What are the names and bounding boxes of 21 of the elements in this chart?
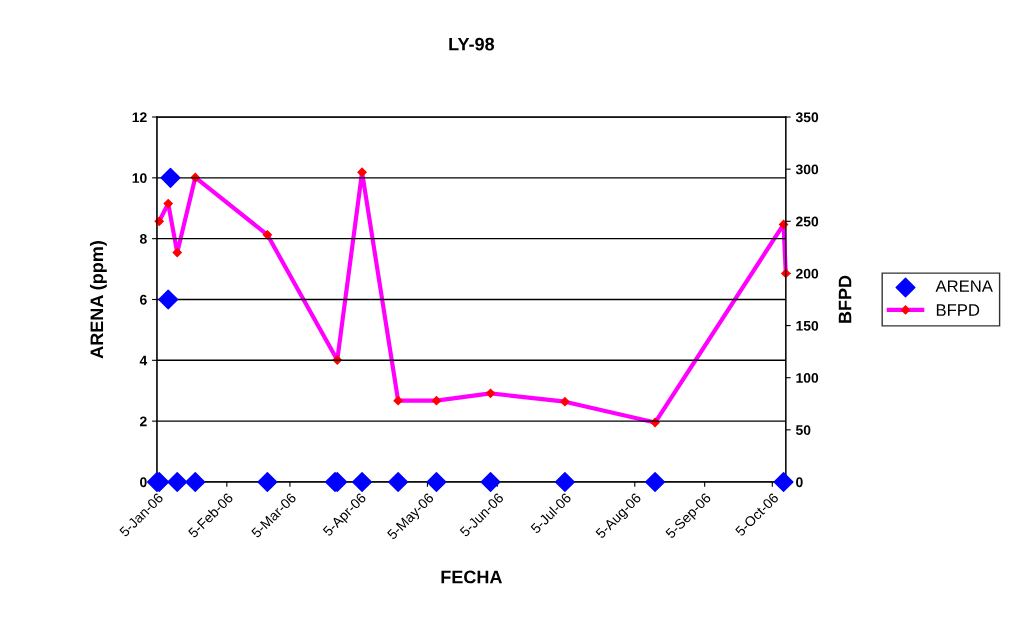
y2-axis-title: BFPD [838,275,852,323]
y2-tick-label: 50 [795,425,811,435]
y2-tick-label: 100 [796,373,819,383]
legend-label: BFPD [936,304,980,316]
legend-label: ARENA [935,280,993,292]
x-axis-title: FECHA [441,570,502,584]
y2-tick-label: 250 [796,216,819,227]
y-axis-title: ARENA (ppm) [89,241,107,359]
y2-tick-label: 0 [796,477,803,488]
y-tick-label: 12 [132,112,147,123]
y-tick-label: 0 [140,477,147,488]
chart-title: LY-98 [449,37,495,51]
y2-tick-label: 300 [795,164,819,175]
y-tick-label: 6 [140,294,147,305]
y-tick-label: 4 [139,355,148,366]
y-tick-label: 10 [132,173,147,184]
y-tick-label: 8 [139,234,147,244]
y2-tick-label: 200 [796,268,819,279]
y2-tick-label: 350 [795,112,819,123]
y-tick-label: 2 [139,416,147,427]
y2-tick-label: 150 [796,320,819,331]
